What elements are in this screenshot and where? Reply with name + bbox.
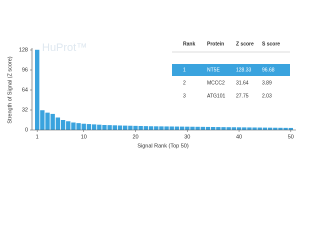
bar <box>179 126 185 130</box>
bar <box>190 126 195 130</box>
table-cell: 31.64 <box>236 80 249 86</box>
bar <box>278 127 283 130</box>
bar <box>71 122 76 130</box>
bar <box>226 127 231 130</box>
x-axis-label: Signal Rank (Top 50) <box>137 143 189 149</box>
table-header: Protein <box>207 41 224 47</box>
bar <box>195 126 200 130</box>
bar <box>143 126 149 130</box>
y-axis-label: Strength of Signal (Z score) <box>7 56 13 123</box>
bar <box>45 112 50 130</box>
table-cell: 2.03 <box>262 93 272 99</box>
x-tick-label: 20 <box>132 134 138 140</box>
bar <box>231 127 237 130</box>
bar <box>55 117 61 130</box>
page: HuProt™ Signal Rank (Top 50) Strength of… <box>7 41 296 150</box>
bar <box>200 126 205 130</box>
bar <box>164 126 169 130</box>
table-cell: 3.89 <box>262 80 272 86</box>
y-tick-label: 0 <box>25 127 28 133</box>
bar <box>97 124 102 130</box>
bar <box>123 125 128 130</box>
bar <box>91 124 97 130</box>
table-cell: 128.33 <box>236 67 252 73</box>
bar <box>154 126 159 130</box>
bar <box>117 125 123 130</box>
bar <box>174 126 180 130</box>
bar <box>50 113 55 130</box>
bar <box>133 125 138 130</box>
bar <box>236 127 242 130</box>
bar <box>169 126 174 130</box>
chart: HuProt™ Signal Rank (Top 50) Strength of… <box>7 41 296 150</box>
x-tick-label: 10 <box>81 134 87 140</box>
bar <box>205 126 211 130</box>
bar <box>138 126 143 130</box>
y-tick-label: 128 <box>19 47 28 53</box>
table-cell: ATG101 <box>207 93 225 99</box>
bar <box>66 121 71 130</box>
table-header: Rank <box>183 41 195 47</box>
bar <box>112 125 117 130</box>
bar <box>252 127 257 130</box>
bar <box>216 127 221 130</box>
table-cell: MCCC2 <box>207 80 225 86</box>
bar <box>102 125 107 130</box>
x-tick-label: 30 <box>184 134 190 140</box>
bar <box>211 127 216 130</box>
table-cell: 3 <box>183 93 186 99</box>
table-header: Z score <box>236 41 254 47</box>
bar <box>283 127 288 130</box>
table-cell: NT5E <box>207 67 220 73</box>
x-tick-label: 1 <box>36 134 39 140</box>
row-highlight <box>172 64 290 76</box>
bar <box>273 127 278 130</box>
bar <box>247 127 252 130</box>
bar <box>221 127 226 130</box>
bar <box>267 127 273 130</box>
x-tick-label: 40 <box>236 134 242 140</box>
bar <box>81 123 86 130</box>
bar <box>148 126 154 130</box>
table-header: S score <box>262 41 280 47</box>
bar <box>86 124 92 130</box>
bar <box>262 127 268 130</box>
table-cell: 96.68 <box>262 67 275 73</box>
table-cell: 1 <box>183 67 186 73</box>
bar <box>76 123 81 130</box>
x-tick-label: 50 <box>288 134 294 140</box>
table-cell: 27.75 <box>236 93 249 99</box>
y-tick-label: 96 <box>22 67 28 73</box>
bar <box>35 49 40 131</box>
bar <box>242 127 247 130</box>
watermark: HuProt™ <box>42 42 87 54</box>
bar <box>60 120 66 130</box>
bar <box>107 125 112 130</box>
y-tick-label: 32 <box>22 107 28 113</box>
bar <box>257 127 262 130</box>
bar <box>288 127 293 130</box>
bar <box>159 126 164 130</box>
bar <box>128 125 133 130</box>
y-tick-label: 64 <box>22 87 28 93</box>
table-cell: 2 <box>183 80 186 86</box>
bar <box>185 126 190 130</box>
bar <box>40 110 45 130</box>
